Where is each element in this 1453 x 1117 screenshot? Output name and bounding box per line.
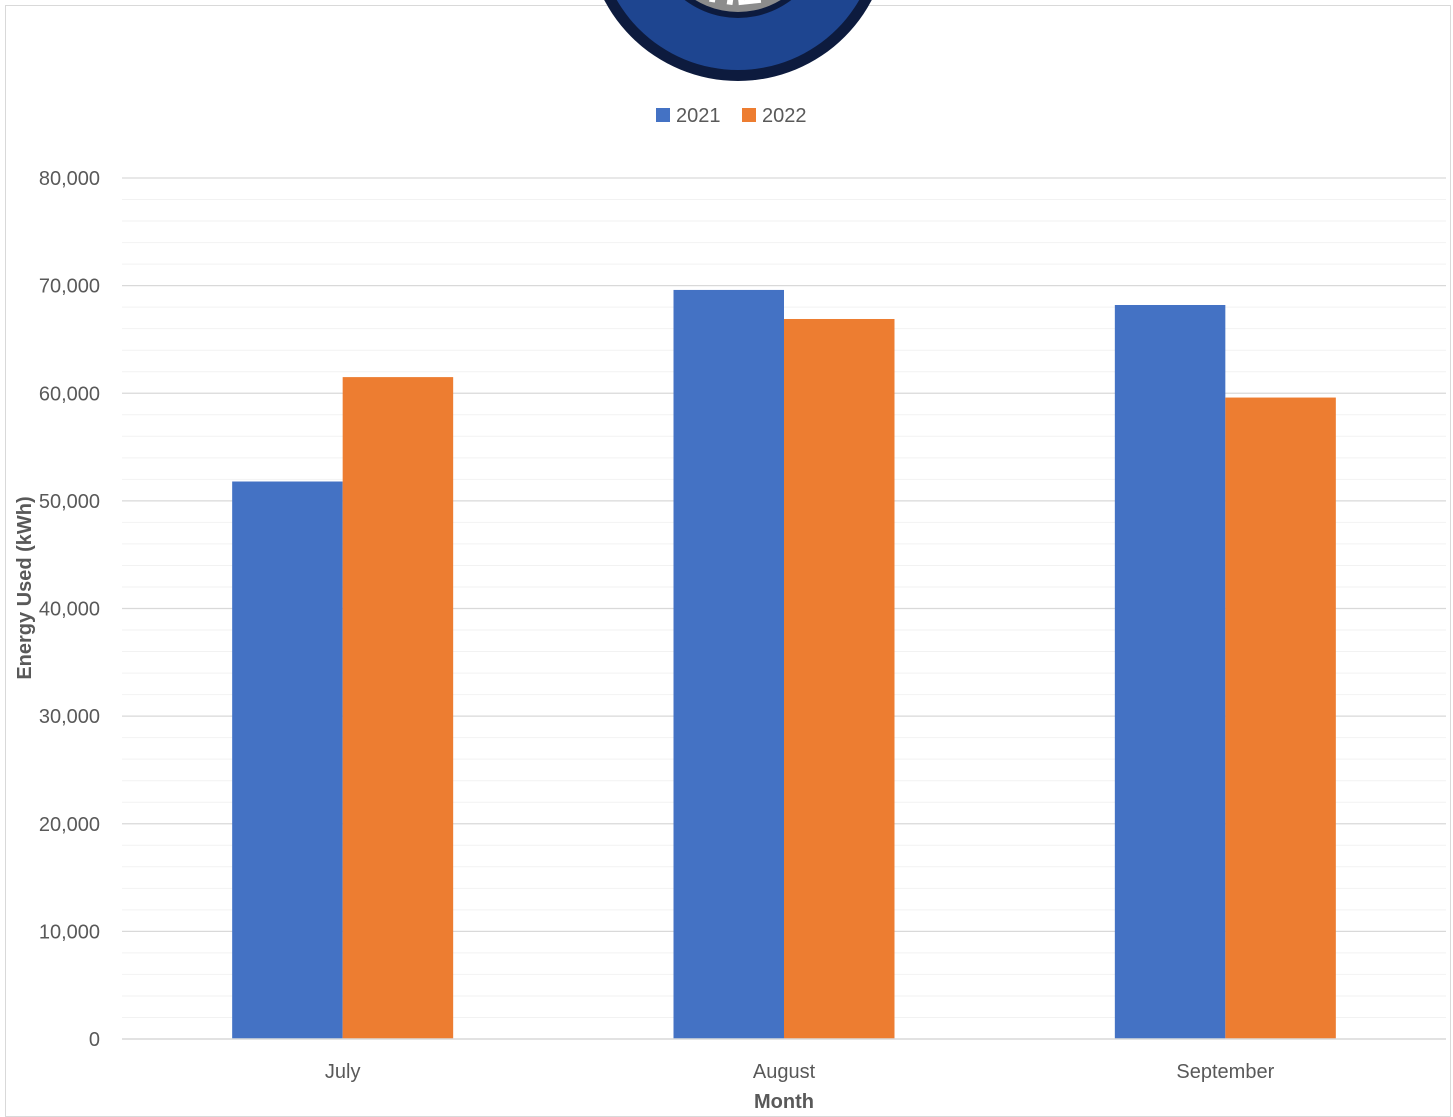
x-axis-tick-labels: July August September (325, 1061, 1275, 1083)
y-tick-label: 70,000 (39, 276, 100, 298)
y-tick-label: 40,000 (39, 599, 100, 621)
school-logo: HOME OF THE PANTHERS (0, 0, 872, 81)
legend-swatch-2022 (742, 108, 756, 122)
bar-2021-august (673, 289, 784, 1039)
bars (232, 289, 1336, 1039)
bar-2022-july (342, 377, 454, 1039)
bar-2022-august (784, 318, 895, 1039)
logo-blue-band (616, 0, 860, 70)
bar-2022-september (1225, 397, 1336, 1039)
y-tick-label: 80,000 (39, 168, 100, 190)
x-tick-label: September (1176, 1061, 1274, 1083)
legend-label-2022: 2022 (762, 105, 807, 127)
y-tick-label: 20,000 (39, 814, 100, 836)
y-tick-label: 50,000 (39, 491, 100, 513)
x-tick-label: July (325, 1061, 361, 1083)
logo-text: HOME OF THE PANTHERS (0, 0, 858, 14)
legend: 2021 2022 (656, 105, 807, 127)
x-tick-label: August (753, 1061, 816, 1083)
y-axis-tick-labels: 0 10,000 20,000 30,000 40,000 50,000 60,000 70,… (39, 168, 100, 1051)
y-axis-title: Energy Used (kWh) (14, 496, 36, 679)
y-tick-label: 60,000 (39, 383, 100, 405)
y-tick-label: 30,000 (39, 706, 100, 728)
y-tick-label: 10,000 (39, 921, 100, 943)
logo-panther-emblem (695, 0, 781, 12)
x-axis-title: Month (754, 1091, 814, 1113)
y-tick-label: 0 (89, 1029, 100, 1051)
legend-label-2021: 2021 (676, 105, 721, 127)
legend-swatch-2021 (656, 108, 670, 122)
logo-text-path: HOME OF THE PANTHERS (0, 0, 857, 14)
bar-2021-september (1114, 304, 1226, 1039)
bar-2021-july (232, 481, 343, 1039)
